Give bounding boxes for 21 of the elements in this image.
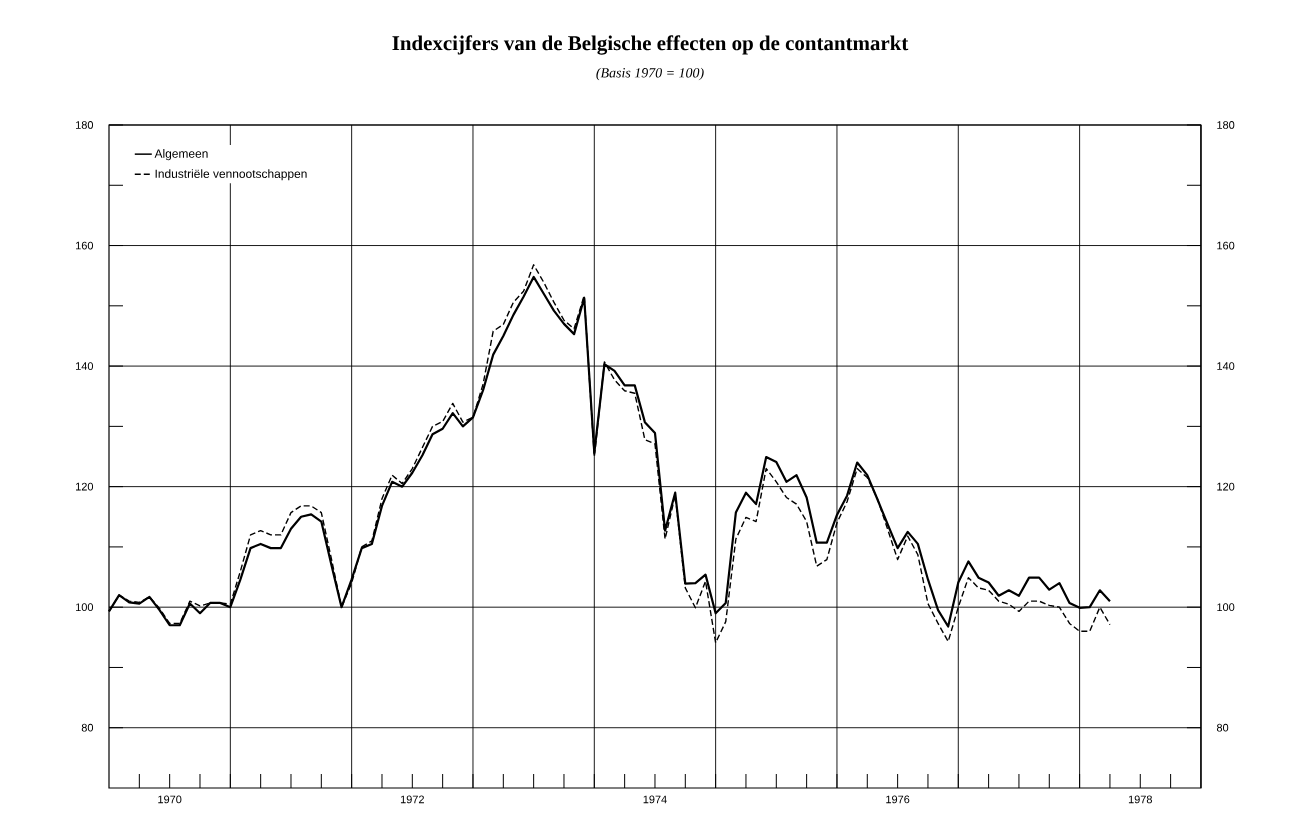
x-tick-label: 1974 [643, 795, 667, 804]
x-tick-label: 1978 [1128, 795, 1152, 804]
y-tick-label: 80 [81, 723, 94, 732]
x-tick-label: 1970 [158, 795, 182, 804]
y2-tick-label: 80 [1216, 723, 1229, 732]
x-tick-label: 1972 [400, 795, 424, 804]
y2-tick-label: 180 [1217, 121, 1235, 129]
y2-tick-label: 140 [1217, 362, 1235, 370]
y-tick-label: 120 [76, 482, 94, 491]
y2-tick-label: 160 [1217, 241, 1235, 250]
y-tick-label: 100 [76, 603, 94, 612]
y-tick-label: 140 [76, 362, 94, 370]
legend-label: Algemeen [154, 149, 208, 161]
legend-label: Industriële vennootschappen [155, 169, 307, 181]
chart-subtitle: (Basis 1970 = 100) [596, 67, 704, 81]
y2-tick-label: 100 [1217, 603, 1235, 612]
chart-title: Indexcijfers van de Belgische effecten op de contantmarkt [392, 35, 909, 55]
x-tick-label: 1976 [886, 795, 910, 804]
y-tick-label: 180 [76, 121, 94, 129]
y-tick-label: 160 [76, 241, 94, 250]
y2-tick-label: 120 [1217, 482, 1235, 491]
